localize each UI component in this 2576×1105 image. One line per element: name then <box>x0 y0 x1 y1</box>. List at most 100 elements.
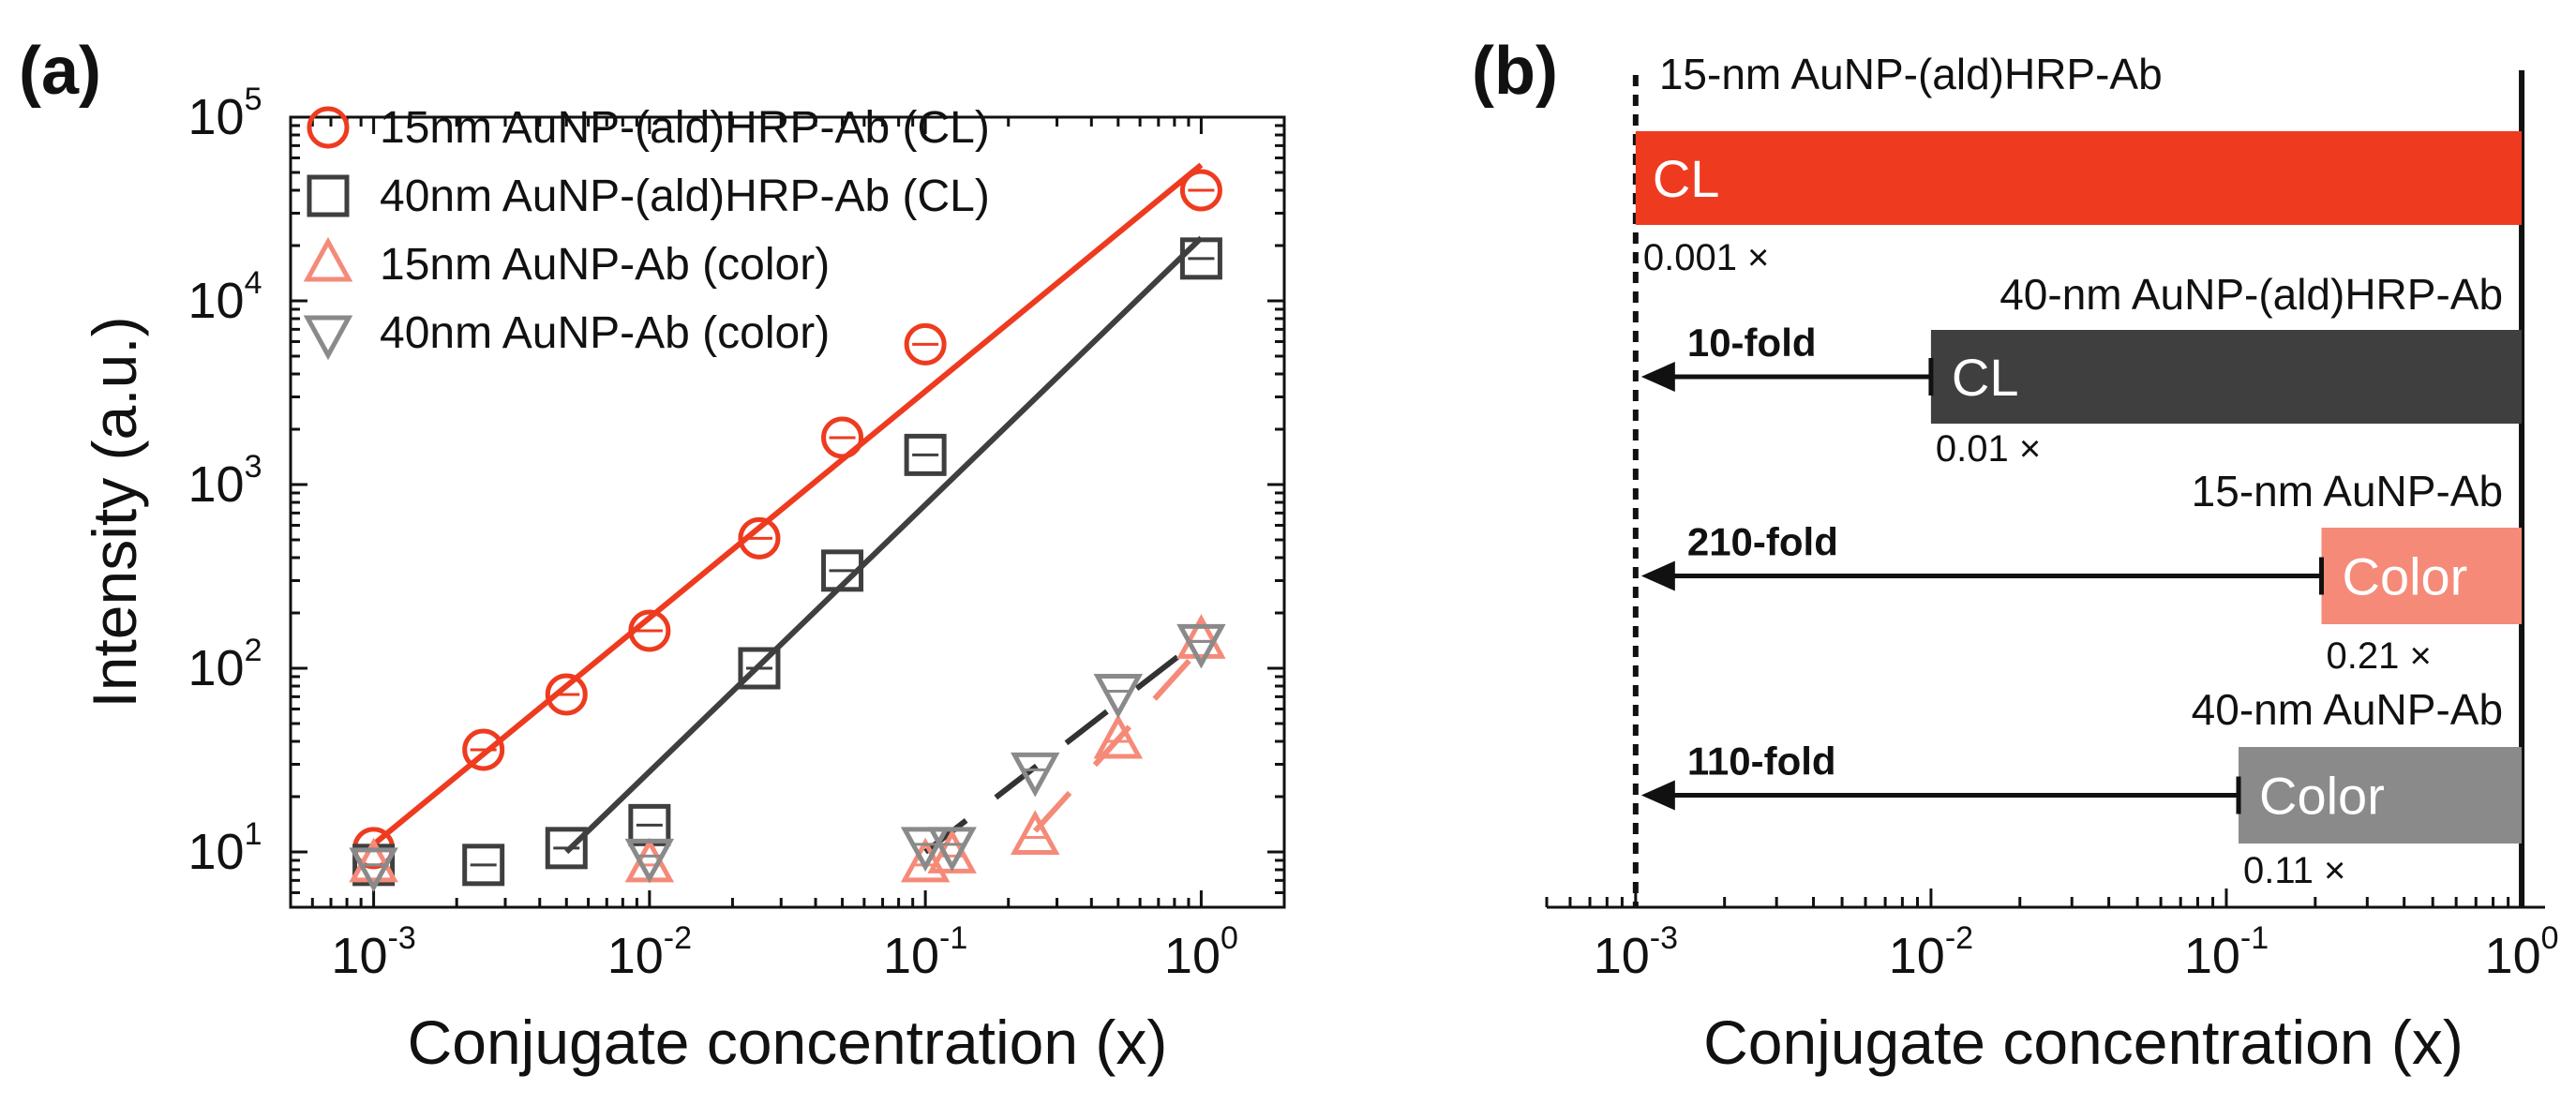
data-point-s4 <box>624 838 675 884</box>
y-tick-label-exp: 2 <box>245 633 262 668</box>
legend-marker-2 <box>307 174 350 217</box>
bar-fraction-1: 0.001 × <box>1643 237 1770 278</box>
x-tick-label-exp: -3 <box>1650 920 1678 956</box>
legend-marker-1 <box>307 106 350 149</box>
fold-arrowhead-2 <box>1640 362 1675 392</box>
x-tick-label: 100 <box>2485 920 2559 984</box>
fold-label-2: 10-fold <box>1687 321 1817 365</box>
x-tick-label: 10-2 <box>607 920 692 984</box>
bar-label-2: CL <box>1952 348 2019 407</box>
data-point-s3 <box>1011 810 1060 855</box>
x-tick-label-exp: -2 <box>1945 920 1973 956</box>
data-point-s3 <box>349 837 398 883</box>
data-point-s2 <box>821 549 864 592</box>
y-tick-label-base: 10 <box>188 824 245 880</box>
x-axis-title: Conjugate concentration (x) <box>1703 1008 2464 1077</box>
bar-fraction-2: 0.01 × <box>1936 428 2041 470</box>
x-tick-label-exp: -1 <box>2240 920 2269 956</box>
panel-b-label: (b) <box>1472 34 1558 109</box>
bar-3 <box>2321 528 2523 624</box>
y-tick-label-base: 10 <box>188 640 245 696</box>
y-tick-label: 104 <box>188 265 262 329</box>
x-tick-label: 10-3 <box>331 920 415 984</box>
data-point-s1 <box>628 609 671 652</box>
data-point-s3 <box>1176 614 1226 659</box>
x-tick-label: 10-3 <box>1594 920 1678 984</box>
panel-a-label: (a) <box>19 34 101 109</box>
y-tick-label-exp: 5 <box>245 82 262 117</box>
y-axis-title: Intensity (a.u.) <box>80 316 149 708</box>
legend-label-1: 15nm AuNP-(ald)HRP-Ab (CL) <box>380 103 990 153</box>
data-point-s1 <box>545 673 588 716</box>
x-tick-label-base: 10 <box>331 928 387 984</box>
fit-line-4 <box>923 635 1204 855</box>
legend-marker-3 <box>303 236 353 282</box>
x-axis-title: Conjugate concentration (x) <box>408 1008 1168 1077</box>
fold-arrowhead-3 <box>1640 560 1675 591</box>
x-tick-label: 100 <box>1164 920 1238 984</box>
x-tick-label-exp: 0 <box>1221 920 1238 956</box>
x-tick-label-exp: 0 <box>2541 920 2559 956</box>
bar-title-3: 15-nm AuNP-Ab <box>2192 467 2503 515</box>
y-tick-label: 103 <box>188 449 262 513</box>
data-point-s1 <box>462 728 505 771</box>
x-tick-label-exp: -1 <box>939 920 967 956</box>
fit-line-2 <box>564 235 1204 855</box>
data-point-s3 <box>1093 713 1144 759</box>
bar-label-1: CL <box>1653 149 1720 208</box>
bar-4 <box>2239 747 2523 844</box>
bar-label-4: Color <box>2259 767 2385 826</box>
y-tick-label: 101 <box>188 816 262 880</box>
x-tick-label: 10-1 <box>2184 920 2269 984</box>
data-point-s1 <box>1179 169 1222 212</box>
bar-title-1: 15-nm AuNP-(ald)HRP-Ab <box>1659 50 2163 98</box>
x-tick-label-base: 10 <box>607 928 664 984</box>
bar-label-3: Color <box>2343 547 2468 606</box>
data-point-s4 <box>1093 673 1144 719</box>
y-tick-label-exp: 4 <box>245 265 262 301</box>
fit-line-1 <box>371 162 1204 847</box>
bar-fraction-3: 0.21 × <box>2327 635 2432 677</box>
x-tick-label-base: 10 <box>2184 928 2240 984</box>
fold-label-4: 110-fold <box>1687 739 1836 784</box>
legend-marker-4 <box>303 315 353 361</box>
legend-label-4: 40nm AuNP-Ab (color) <box>380 308 830 358</box>
fold-label-3: 210-fold <box>1687 520 1838 564</box>
data-point-s4 <box>927 827 977 873</box>
data-point-s2 <box>545 827 588 870</box>
x-tick-label-base: 10 <box>883 928 939 984</box>
bar-1 <box>1635 131 2523 225</box>
x-tick-label-base: 10 <box>1164 928 1221 984</box>
data-point-s4 <box>349 847 398 893</box>
y-tick-label: 102 <box>188 633 262 696</box>
data-point-s1 <box>821 416 864 459</box>
x-tick-label-base: 10 <box>2485 928 2541 984</box>
bar-title-4: 40-nm AuNP-Ab <box>2192 685 2503 734</box>
bar-2 <box>1930 330 2523 424</box>
data-point-s2 <box>738 647 781 690</box>
y-tick-label-base: 10 <box>188 89 245 145</box>
data-point-s1 <box>904 322 947 366</box>
data-point-s4 <box>1011 752 1060 798</box>
y-tick-label-base: 10 <box>188 456 245 513</box>
legend-label-3: 15nm AuNP-Ab (color) <box>380 240 830 290</box>
data-point-s2 <box>1179 237 1222 280</box>
legend-label-2: 40nm AuNP-(ald)HRP-Ab (CL) <box>380 172 990 221</box>
x-tick-label: 10-2 <box>1889 920 1973 984</box>
fit-line-3 <box>1033 645 1204 833</box>
x-tick-label-base: 10 <box>1594 928 1650 984</box>
y-tick-label-exp: 1 <box>245 816 262 852</box>
y-tick-label-base: 10 <box>188 273 245 329</box>
y-tick-label-exp: 3 <box>245 449 262 485</box>
data-point-s1 <box>738 516 781 560</box>
fold-arrowhead-4 <box>1640 780 1675 811</box>
data-point-s4 <box>900 827 951 873</box>
x-tick-label-exp: -2 <box>664 920 692 956</box>
data-point-s2 <box>904 433 947 476</box>
x-tick-label: 10-1 <box>883 920 967 984</box>
x-tick-label-base: 10 <box>1889 928 1945 984</box>
data-point-s2 <box>462 844 505 887</box>
y-tick-label: 105 <box>188 82 262 145</box>
